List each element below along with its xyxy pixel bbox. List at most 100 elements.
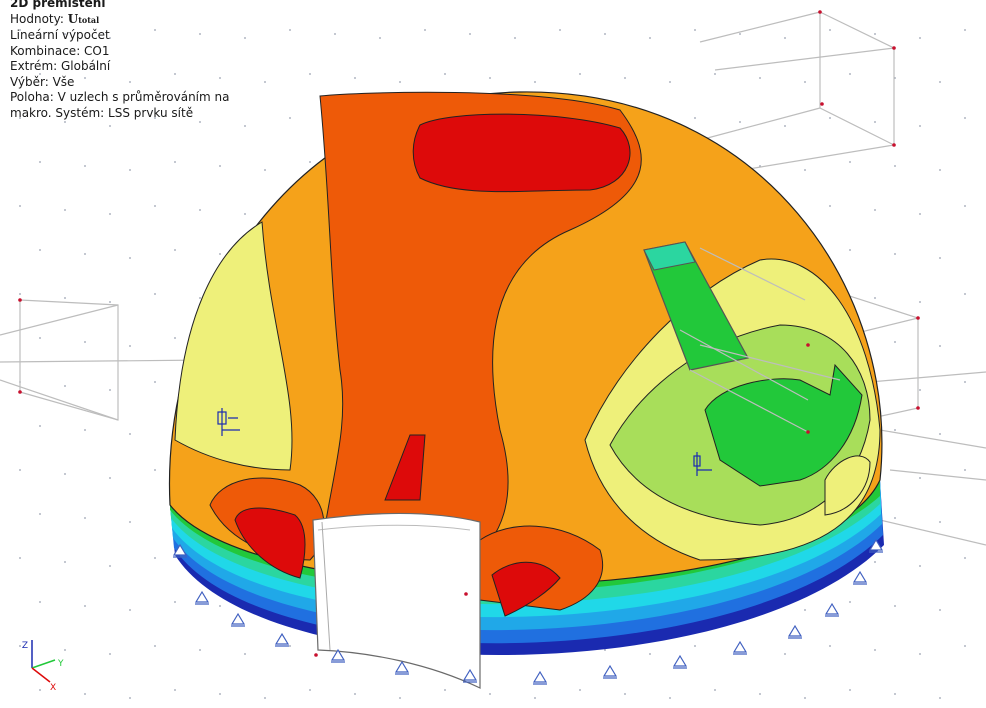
mesh-point bbox=[739, 121, 741, 123]
calculation-type: Lineární výpočet bbox=[10, 28, 110, 42]
mesh-point bbox=[939, 169, 941, 171]
support-icon bbox=[787, 624, 803, 639]
position-line-2: makro. Systém: LSS prvku sítě bbox=[10, 105, 194, 120]
mesh-point bbox=[84, 77, 86, 79]
mesh-point bbox=[84, 253, 86, 255]
mesh-point bbox=[129, 81, 131, 83]
mesh-point bbox=[264, 697, 266, 699]
mesh-point bbox=[829, 205, 831, 207]
mesh-point bbox=[19, 645, 21, 647]
support-icon bbox=[274, 632, 290, 647]
mesh-point bbox=[219, 77, 221, 79]
mesh-point bbox=[64, 297, 66, 299]
mesh-point bbox=[894, 253, 896, 255]
mesh-point bbox=[849, 601, 851, 603]
mesh-point bbox=[39, 425, 41, 427]
mesh-point bbox=[174, 689, 176, 691]
mesh-point bbox=[129, 609, 131, 611]
mesh-point bbox=[849, 161, 851, 163]
mesh-point bbox=[919, 653, 921, 655]
mesh-point bbox=[84, 341, 86, 343]
mesh-point bbox=[579, 73, 581, 75]
mesh-point bbox=[604, 649, 606, 651]
mesh-point bbox=[939, 81, 941, 83]
node-point bbox=[818, 10, 822, 14]
mesh-point bbox=[939, 521, 941, 523]
mesh-point bbox=[829, 29, 831, 31]
mesh-point bbox=[109, 37, 111, 39]
mesh-point bbox=[219, 693, 221, 695]
mesh-point bbox=[84, 693, 86, 695]
mesh-point bbox=[964, 469, 966, 471]
node-point bbox=[18, 390, 22, 394]
node-point bbox=[916, 316, 920, 320]
mesh-point bbox=[939, 609, 941, 611]
mesh-point bbox=[109, 213, 111, 215]
mesh-point bbox=[154, 381, 156, 383]
result-title: 2D přemístění bbox=[10, 0, 106, 10]
selection-line: Výběr: Vše bbox=[10, 74, 75, 89]
node-point bbox=[314, 653, 318, 657]
support-symbols bbox=[172, 538, 884, 685]
mesh-point bbox=[649, 37, 651, 39]
mesh-point bbox=[154, 205, 156, 207]
mesh-point bbox=[379, 37, 381, 39]
mesh-point bbox=[964, 205, 966, 207]
mesh-point bbox=[919, 389, 921, 391]
mesh-point bbox=[39, 601, 41, 603]
mesh-point bbox=[19, 557, 21, 559]
mesh-point bbox=[154, 29, 156, 31]
mesh-point bbox=[354, 693, 356, 695]
mesh-point bbox=[964, 293, 966, 295]
mesh-point bbox=[759, 77, 761, 79]
support-icon bbox=[532, 670, 548, 685]
mesh-point bbox=[309, 161, 311, 163]
mesh-point bbox=[894, 429, 896, 431]
mesh-point bbox=[309, 689, 311, 691]
mesh-point bbox=[919, 301, 921, 303]
support-icon bbox=[602, 664, 618, 679]
mesh-point bbox=[154, 293, 156, 295]
mesh-point bbox=[64, 649, 66, 651]
mesh-point bbox=[874, 297, 876, 299]
dome-contour-map bbox=[168, 91, 883, 617]
local-axis-marker bbox=[217, 408, 712, 476]
mesh-point bbox=[39, 73, 41, 75]
mesh-point bbox=[244, 125, 246, 127]
mesh-point bbox=[39, 249, 41, 251]
mesh-point bbox=[399, 81, 401, 83]
mesh-point bbox=[874, 561, 876, 563]
mesh-point bbox=[444, 73, 446, 75]
mesh-point bbox=[579, 689, 581, 691]
mesh-point bbox=[129, 521, 131, 523]
mesh-point bbox=[219, 165, 221, 167]
mesh-point bbox=[714, 73, 716, 75]
mesh-point bbox=[919, 37, 921, 39]
mesh-point bbox=[939, 433, 941, 435]
mesh-point bbox=[19, 469, 21, 471]
mesh-point bbox=[64, 121, 66, 123]
result-info-panel: 2D přemístění Hodnoty: Utotal Lineární v… bbox=[10, 0, 229, 121]
mesh-point bbox=[739, 33, 741, 35]
mesh-point bbox=[784, 653, 786, 655]
mesh-point bbox=[894, 517, 896, 519]
mesh-point bbox=[829, 645, 831, 647]
mesh-point bbox=[219, 605, 221, 607]
mesh-point bbox=[19, 29, 21, 31]
mesh-point bbox=[244, 37, 246, 39]
position-line-1: Poloha: V uzlech s průměrováním na bbox=[10, 90, 230, 104]
mesh-point bbox=[129, 169, 131, 171]
node-point bbox=[18, 298, 22, 302]
mesh-point bbox=[154, 557, 156, 559]
mesh-point bbox=[784, 125, 786, 127]
support-icon bbox=[868, 538, 884, 553]
support-icon bbox=[330, 648, 346, 663]
mesh-point bbox=[964, 29, 966, 31]
mesh-point bbox=[129, 257, 131, 259]
mesh-point bbox=[964, 381, 966, 383]
mesh-point bbox=[309, 73, 311, 75]
mesh-point bbox=[964, 557, 966, 559]
mesh-point bbox=[919, 125, 921, 127]
mesh-point bbox=[919, 565, 921, 567]
